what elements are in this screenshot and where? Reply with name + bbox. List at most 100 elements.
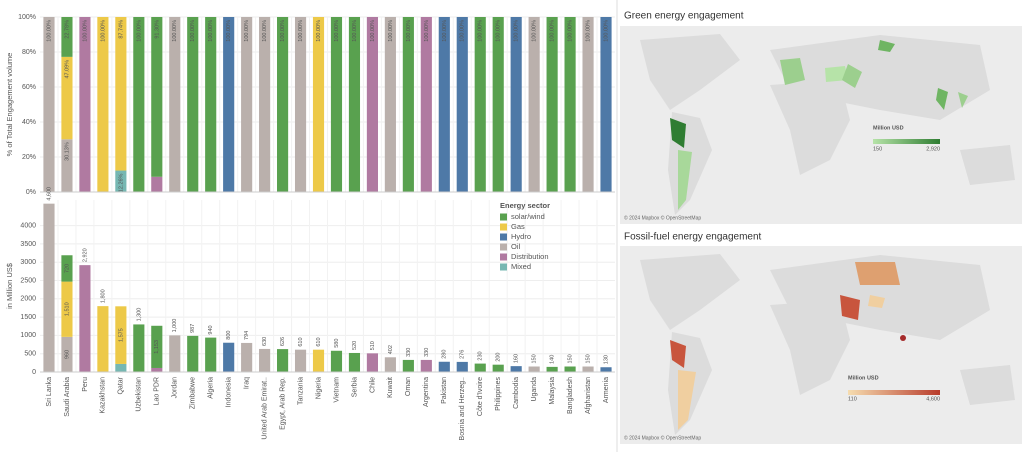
value-label: 150 [568, 354, 574, 363]
bar-segment [241, 342, 253, 372]
bar-segment [241, 17, 253, 192]
x-tick-label: Saudi Arabia [64, 377, 71, 417]
y-tick-label: 100% [18, 14, 36, 21]
x-tick-label: Pakistan [441, 377, 448, 404]
region [878, 40, 895, 52]
map-green [620, 26, 1022, 224]
value-label: 100.00% [316, 20, 322, 42]
value-label: 100.00% [190, 20, 196, 42]
x-tick-label: Algeria [208, 377, 215, 399]
value-label: 1,300 [136, 308, 142, 322]
bar-segment [115, 17, 127, 171]
value-label: 940 [208, 325, 214, 334]
value-label: 100.00% [136, 20, 142, 42]
bar-segment [97, 306, 109, 372]
x-tick-label: Armenia [603, 377, 610, 403]
legend-swatch [500, 253, 507, 261]
land [960, 145, 1015, 185]
bar-segment [582, 366, 594, 372]
value-label: 100.00% [244, 20, 250, 42]
value-label: 100.00% [262, 20, 268, 42]
y-tick-label: 500 [24, 351, 36, 358]
value-label: 510 [370, 341, 376, 350]
land [640, 254, 740, 330]
value-label: 580 [334, 339, 340, 348]
x-tick-label: Chile [369, 377, 376, 393]
land [960, 365, 1015, 405]
bar-segment [492, 17, 504, 192]
value-label: 100.00% [406, 20, 412, 42]
y-tick-label: 20% [22, 154, 36, 161]
region [868, 295, 885, 308]
legend-label: Gas [511, 222, 525, 231]
legend-max: 4,600 [926, 396, 940, 402]
value-label: 150 [532, 354, 538, 363]
bar-segment [277, 17, 289, 192]
value-label: 100.00% [550, 20, 556, 42]
y-tick-label: 0% [26, 189, 36, 196]
bar-segment [600, 367, 612, 372]
value-label: 91.30% [154, 20, 160, 39]
value-label: 520 [352, 341, 358, 350]
bar-segment [151, 367, 163, 372]
bar-segment [205, 337, 217, 372]
value-label: 794 [244, 331, 250, 340]
legend-swatch [500, 233, 507, 241]
bar-segment [151, 325, 163, 368]
value-label: 100.00% [46, 20, 52, 42]
legend-label: Mixed [511, 262, 531, 271]
value-label: 4,600 [46, 187, 52, 201]
x-tick-label: Kazakhstan [100, 377, 107, 414]
bar-segment [384, 357, 396, 372]
bar-segment [61, 255, 73, 282]
bar-segment [510, 17, 522, 192]
value-label: 630 [262, 337, 268, 346]
bar-segment [438, 361, 450, 372]
value-label: 100.00% [478, 20, 484, 42]
bar-segment [546, 366, 558, 372]
value-label: 12.26% [118, 173, 124, 192]
bar-segment [528, 17, 540, 192]
bar-segment [474, 17, 486, 192]
land [640, 34, 740, 110]
value-label: 100.00% [100, 20, 106, 42]
x-tick-label: Zimbabwe [190, 377, 197, 409]
bar-segment [151, 176, 163, 192]
value-label: 610 [298, 337, 304, 346]
value-label: 87.74% [118, 20, 124, 39]
bar-segment [115, 170, 127, 192]
bar-segment [223, 342, 235, 372]
region [670, 118, 686, 148]
legend-gradient [848, 390, 940, 395]
region [958, 92, 968, 108]
value-label: 100.00% [352, 20, 358, 42]
legend-title: Million USD [848, 375, 879, 381]
x-tick-label: Sri Lanka [46, 377, 53, 407]
value-label: 987 [190, 324, 196, 333]
x-tick-label: Côte d'Ivoire [477, 377, 484, 416]
map-fossil [620, 246, 1022, 444]
value-label: 22.78% [64, 20, 70, 39]
bar-segment [402, 359, 414, 372]
value-label: 402 [388, 345, 394, 354]
legend-title: Million USD [873, 125, 904, 131]
y-tick-label: 0 [32, 369, 36, 376]
value-label: 100.00% [424, 20, 430, 42]
bar-segment [61, 336, 73, 372]
bar-segment [564, 366, 576, 372]
value-label: 100.00% [298, 20, 304, 42]
bar-segment [600, 17, 612, 192]
legend-label: Distribution [511, 252, 549, 261]
bar-segment [546, 17, 558, 192]
bar-segment [474, 363, 486, 372]
bar-segment [61, 56, 73, 140]
region [855, 262, 900, 285]
y-tick-label: 1000 [20, 332, 36, 339]
map-title: Green energy engagement [624, 11, 744, 22]
y-tick-label: 60% [22, 84, 36, 91]
legend-swatch [500, 263, 507, 271]
bar-segment [97, 17, 109, 192]
bar-segment [187, 335, 199, 372]
x-tick-label: Cambodia [513, 377, 520, 409]
x-tick-label: Indonesia [226, 377, 233, 407]
